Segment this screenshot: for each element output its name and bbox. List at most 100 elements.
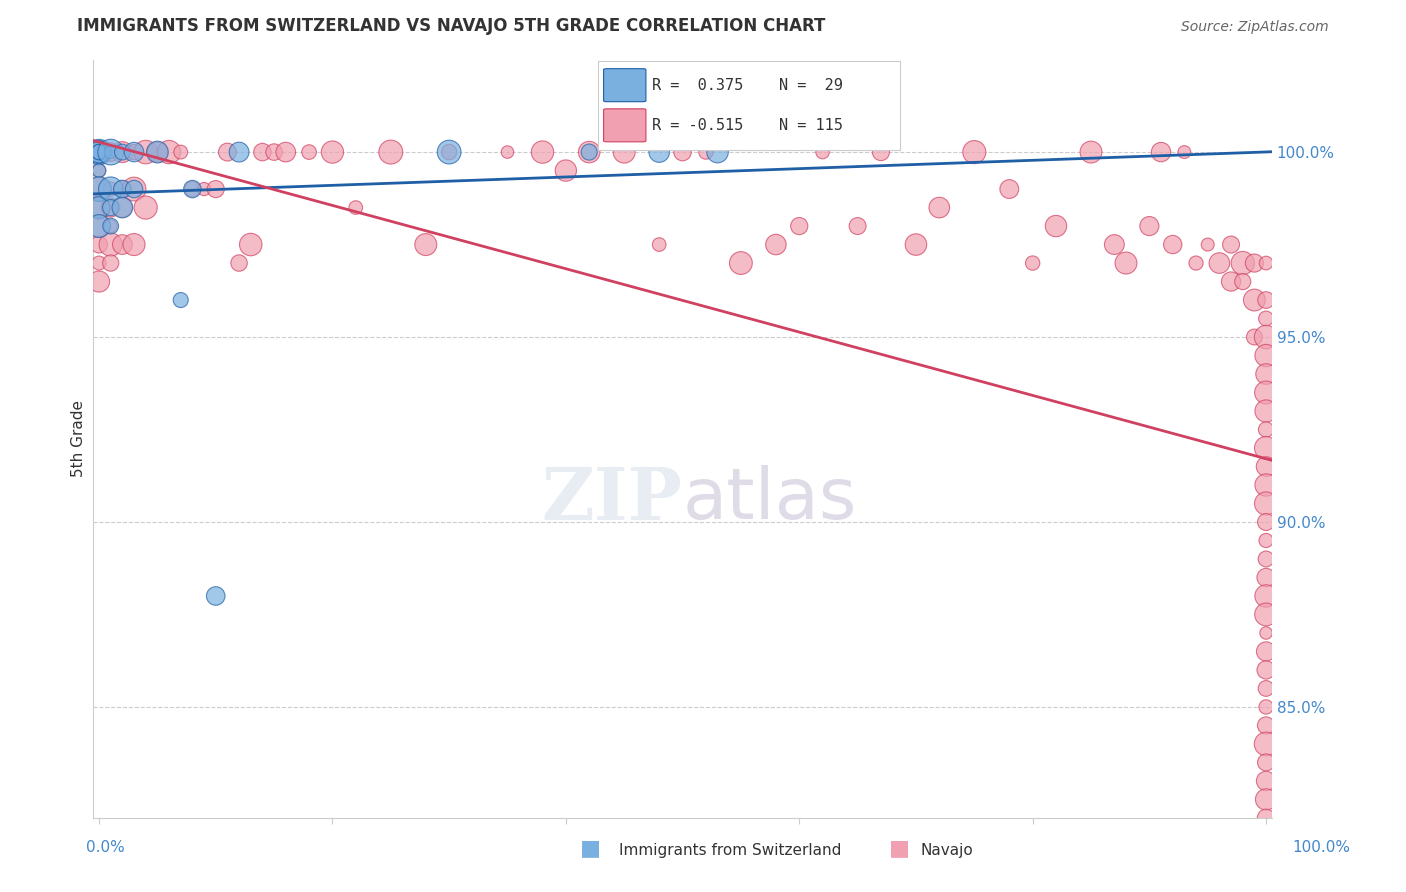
Point [87, 145, 110, 159]
Point [239, 237, 262, 252]
Point [1254, 533, 1277, 548]
Point [100, 219, 122, 233]
Point [648, 237, 671, 252]
Point [1220, 275, 1243, 289]
Point [274, 145, 297, 159]
Text: R = -0.515: R = -0.515 [652, 119, 744, 133]
Point [321, 145, 343, 159]
Point [111, 201, 134, 215]
Point [87, 219, 110, 233]
Point [1254, 589, 1277, 603]
Point [100, 145, 122, 159]
Point [111, 201, 134, 215]
Point [531, 145, 554, 159]
Point [100, 145, 122, 159]
Point [380, 145, 402, 159]
FancyBboxPatch shape [603, 69, 645, 102]
Point [613, 145, 636, 159]
Point [1173, 145, 1195, 159]
Point [1080, 145, 1102, 159]
Point [122, 145, 145, 159]
Point [146, 145, 169, 159]
Point [100, 219, 122, 233]
Point [87, 201, 110, 215]
Point [100, 237, 122, 252]
Point [963, 145, 986, 159]
Point [1254, 311, 1277, 326]
Point [1254, 404, 1277, 418]
Point [122, 182, 145, 196]
Point [1254, 496, 1277, 510]
Point [998, 182, 1021, 196]
Point [181, 182, 204, 196]
Point [1161, 237, 1184, 252]
Point [437, 145, 460, 159]
Point [87, 219, 110, 233]
Text: Navajo: Navajo [921, 843, 974, 857]
Point [554, 163, 576, 178]
Point [87, 145, 110, 159]
Point [146, 145, 169, 159]
Text: IMMIGRANTS FROM SWITZERLAND VS NAVAJO 5TH GRADE CORRELATION CHART: IMMIGRANTS FROM SWITZERLAND VS NAVAJO 5T… [77, 17, 825, 35]
Point [1150, 145, 1173, 159]
Point [122, 182, 145, 196]
Point [1232, 256, 1254, 270]
Text: ■: ■ [581, 838, 600, 858]
Text: Immigrants from Switzerland: Immigrants from Switzerland [619, 843, 841, 857]
Point [87, 256, 110, 270]
Point [1243, 293, 1265, 307]
Text: 100.0%: 100.0% [1292, 840, 1351, 855]
Point [181, 182, 204, 196]
Point [204, 589, 226, 603]
Point [111, 145, 134, 159]
Point [578, 145, 600, 159]
Point [252, 145, 274, 159]
Point [87, 145, 110, 159]
Point [100, 256, 122, 270]
Point [1045, 219, 1067, 233]
Point [87, 145, 110, 159]
Point [811, 145, 834, 159]
Point [1197, 237, 1219, 252]
Point [204, 182, 226, 196]
Point [1208, 256, 1230, 270]
Point [122, 145, 145, 159]
Point [1254, 478, 1277, 492]
Point [904, 237, 927, 252]
Point [648, 145, 671, 159]
Point [1254, 718, 1277, 732]
Point [1115, 256, 1137, 270]
Point [1254, 515, 1277, 529]
Point [100, 201, 122, 215]
Point [1254, 811, 1277, 825]
Point [100, 182, 122, 196]
Point [170, 293, 193, 307]
Point [100, 182, 122, 196]
Point [87, 182, 110, 196]
Point [1254, 552, 1277, 566]
Point [87, 163, 110, 178]
Point [437, 145, 460, 159]
Point [87, 237, 110, 252]
Point [111, 237, 134, 252]
Point [1254, 847, 1277, 862]
Point [111, 145, 134, 159]
Point [217, 145, 239, 159]
Point [928, 201, 950, 215]
Point [1254, 644, 1277, 658]
Point [135, 201, 157, 215]
Point [1021, 256, 1043, 270]
Point [111, 182, 134, 196]
Point [1185, 256, 1208, 270]
Point [87, 145, 110, 159]
Point [1254, 423, 1277, 437]
Point [1254, 700, 1277, 714]
Point [1254, 792, 1277, 806]
Point [87, 201, 110, 215]
Point [695, 145, 717, 159]
Point [170, 145, 193, 159]
Point [228, 256, 250, 270]
Point [1104, 237, 1126, 252]
Text: N = 115: N = 115 [779, 119, 842, 133]
Point [1254, 256, 1277, 270]
